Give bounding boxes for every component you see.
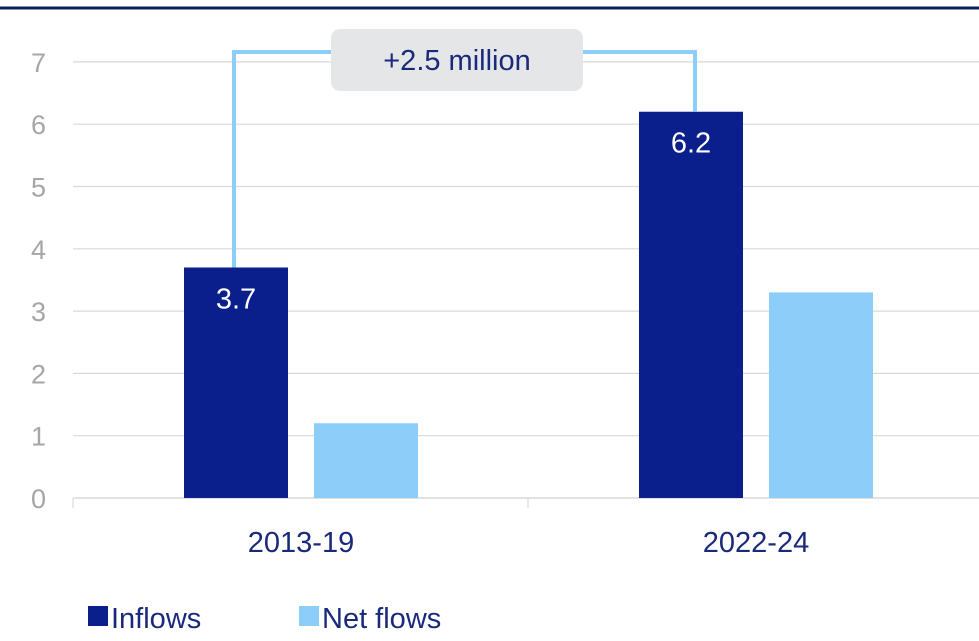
legend-swatch xyxy=(299,606,319,626)
difference-annotation: +2.5 million xyxy=(232,29,697,268)
y-tick-label: 4 xyxy=(31,235,46,265)
annotation-box xyxy=(331,29,583,91)
bar-net-flows-2013-19 xyxy=(314,423,418,498)
y-tick-label: 0 xyxy=(31,484,46,514)
y-tick-label: 1 xyxy=(31,422,46,452)
bar-inflows-2022-24 xyxy=(639,111,743,499)
y-tick-label: 2 xyxy=(31,359,46,389)
legend-label: Net flows xyxy=(322,603,441,635)
data-label-inflows: 3.7 xyxy=(216,283,256,315)
legend-item-inflows: Inflows xyxy=(88,603,201,635)
bar-net-flows-2022-24 xyxy=(769,292,873,498)
legend-item-net-flows: Net flows xyxy=(299,603,441,635)
x-category-label: 2013-19 xyxy=(248,527,354,559)
y-tick-label: 7 xyxy=(31,48,46,78)
y-tick-label: 6 xyxy=(31,110,46,140)
x-axis-categories: 2013-19 2022-24 xyxy=(248,527,809,559)
bar-inflows-2013-19 xyxy=(184,267,288,498)
data-labels: 3.7 6.2 xyxy=(216,128,711,316)
bars xyxy=(184,111,873,499)
legend-swatch xyxy=(88,606,108,626)
annotation-label: +2.5 million xyxy=(383,45,531,77)
y-tick-label: 5 xyxy=(31,173,46,203)
y-axis-ticks: 0 1 2 3 4 5 6 7 xyxy=(31,48,46,514)
legend-label: Inflows xyxy=(111,603,201,635)
data-label-inflows: 6.2 xyxy=(671,128,711,160)
legend: Inflows Net flows xyxy=(88,603,441,635)
x-category-label: 2022-24 xyxy=(703,527,809,559)
y-tick-label: 3 xyxy=(31,297,46,327)
